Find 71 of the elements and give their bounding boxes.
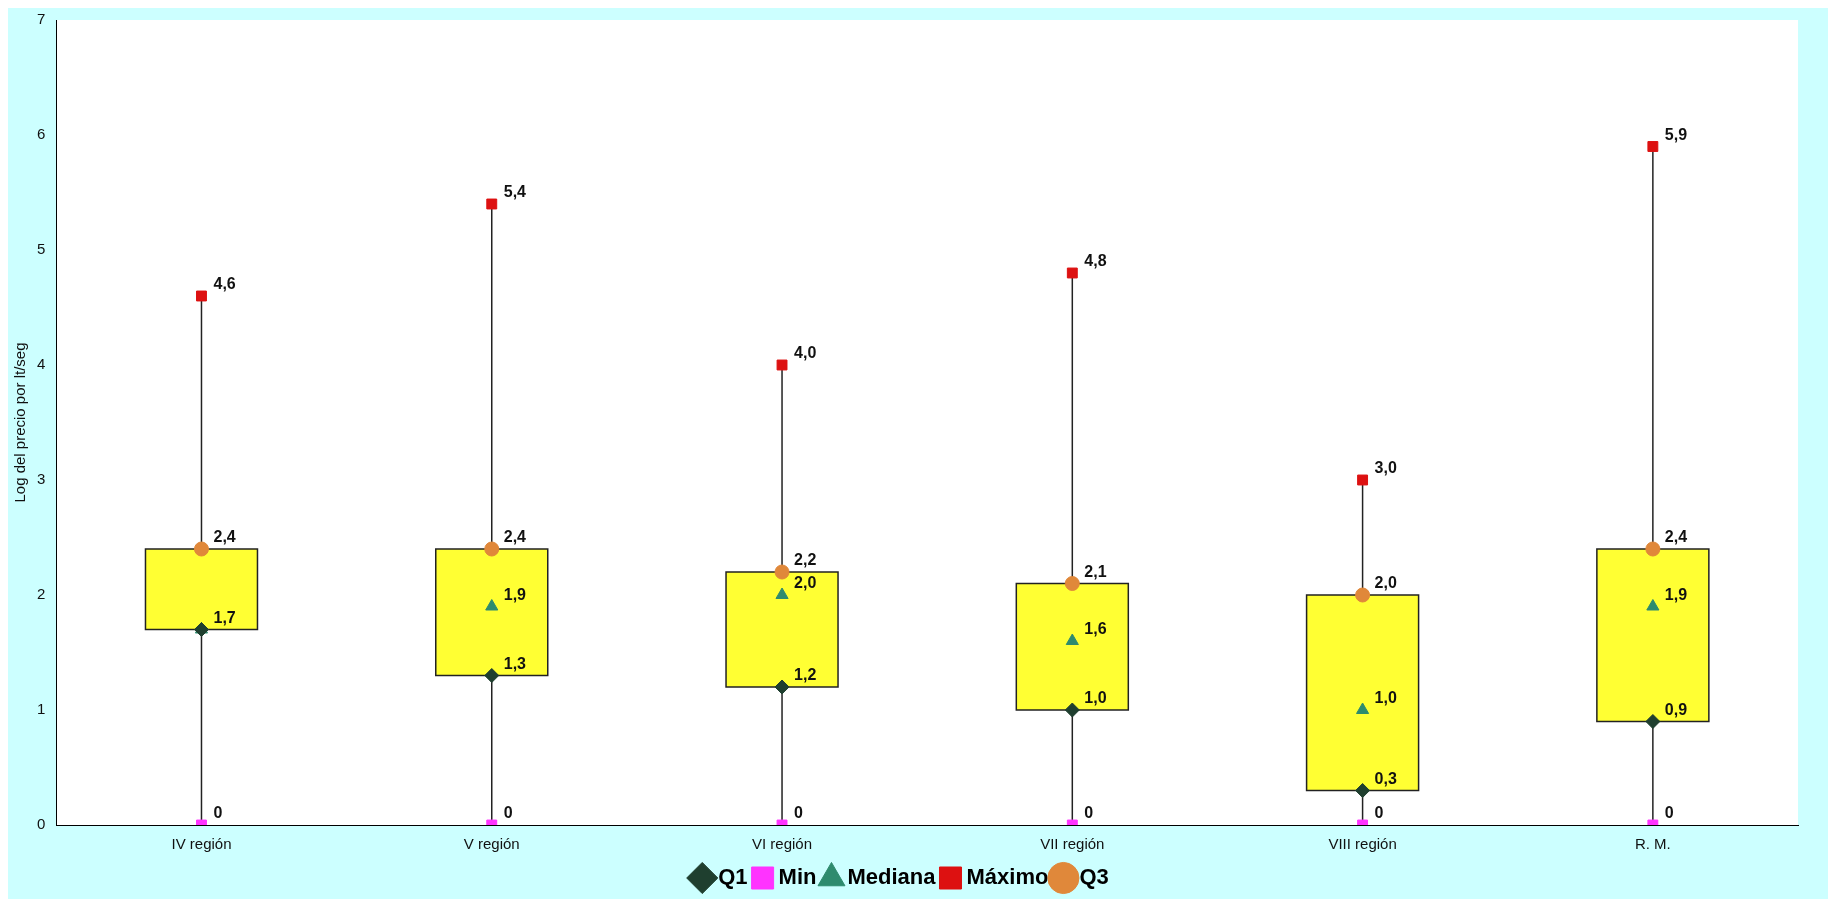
y-tick-label: 0 [37,815,46,833]
data-label: 1,7 [213,608,236,626]
point [196,290,207,302]
point [1645,714,1661,729]
point [1064,576,1080,591]
y-tick-label: 6 [37,125,46,143]
point [1647,141,1659,152]
data-label: 0 [213,804,223,822]
point [774,564,790,580]
point [484,668,500,683]
data-label: 0 [794,804,804,822]
point [1646,599,1660,611]
point [1355,587,1371,603]
point [1357,474,1369,486]
x-tick-label: V región [463,835,520,853]
data-label: 0 [1664,804,1674,822]
x-tick-label: VI región [752,835,813,853]
x-tick-label: IV región [171,835,232,853]
data-label: 1,0 [1374,689,1397,707]
legend-label: Min [778,864,817,890]
data-label: 1,3 [503,654,527,672]
data-label: 1,9 [1664,585,1688,603]
point [775,587,789,599]
legend-label: Q3 [1079,864,1109,890]
point [486,198,498,210]
data-label: 3,0 [1374,459,1397,477]
y-tick-label: 2 [37,585,46,603]
x-tick-label: R. M. [1634,835,1671,853]
point [484,541,500,557]
point [485,599,499,611]
legend-label: Q1 [718,864,748,890]
data-label: 1,9 [503,585,527,603]
x-tick-label: VIII región [1328,835,1397,853]
data-label: 0 [503,804,513,822]
data-label: 2,0 [794,574,817,592]
legend-label: Mediana [847,864,937,890]
data-label: 1,6 [1084,620,1107,638]
data-label: 4,0 [794,344,817,362]
y-axis-title: Log del precio por lt/seg [11,342,29,503]
data-label: 2,2 [794,551,817,569]
y-tick-label: 4 [37,355,46,373]
point [1066,267,1078,279]
data-label: 2,1 [1084,562,1107,580]
data-label: 1,0 [1084,689,1107,707]
data-label: 2,0 [1374,574,1397,592]
point [1645,541,1661,557]
y-tick-label: 1 [37,700,46,718]
data-label: 2,4 [213,528,236,546]
data-label: 5,9 [1664,125,1688,143]
point [774,679,790,695]
point [193,541,209,557]
y-tick-label: 7 [37,10,46,28]
data-label: 0,9 [1664,700,1688,718]
data-label: 1,2 [794,666,817,684]
x-tick-label: VII región [1040,835,1105,853]
point [776,359,788,371]
point [1064,702,1080,718]
point [1356,702,1370,714]
data-label: 4,6 [213,275,236,293]
point [1355,783,1371,798]
y-tick-label: 3 [37,470,46,488]
legend-label: Máximo [966,864,1049,890]
data-label: 0 [1374,804,1384,822]
y-tick-label: 5 [37,240,46,258]
point [1065,633,1079,645]
data-label: 5,4 [503,183,527,201]
data-label: 4,8 [1084,252,1107,270]
data-label: 0 [1084,804,1094,822]
data-label: 2,4 [503,528,527,546]
data-label: 2,4 [1664,528,1688,546]
data-label: 0,3 [1374,769,1397,787]
